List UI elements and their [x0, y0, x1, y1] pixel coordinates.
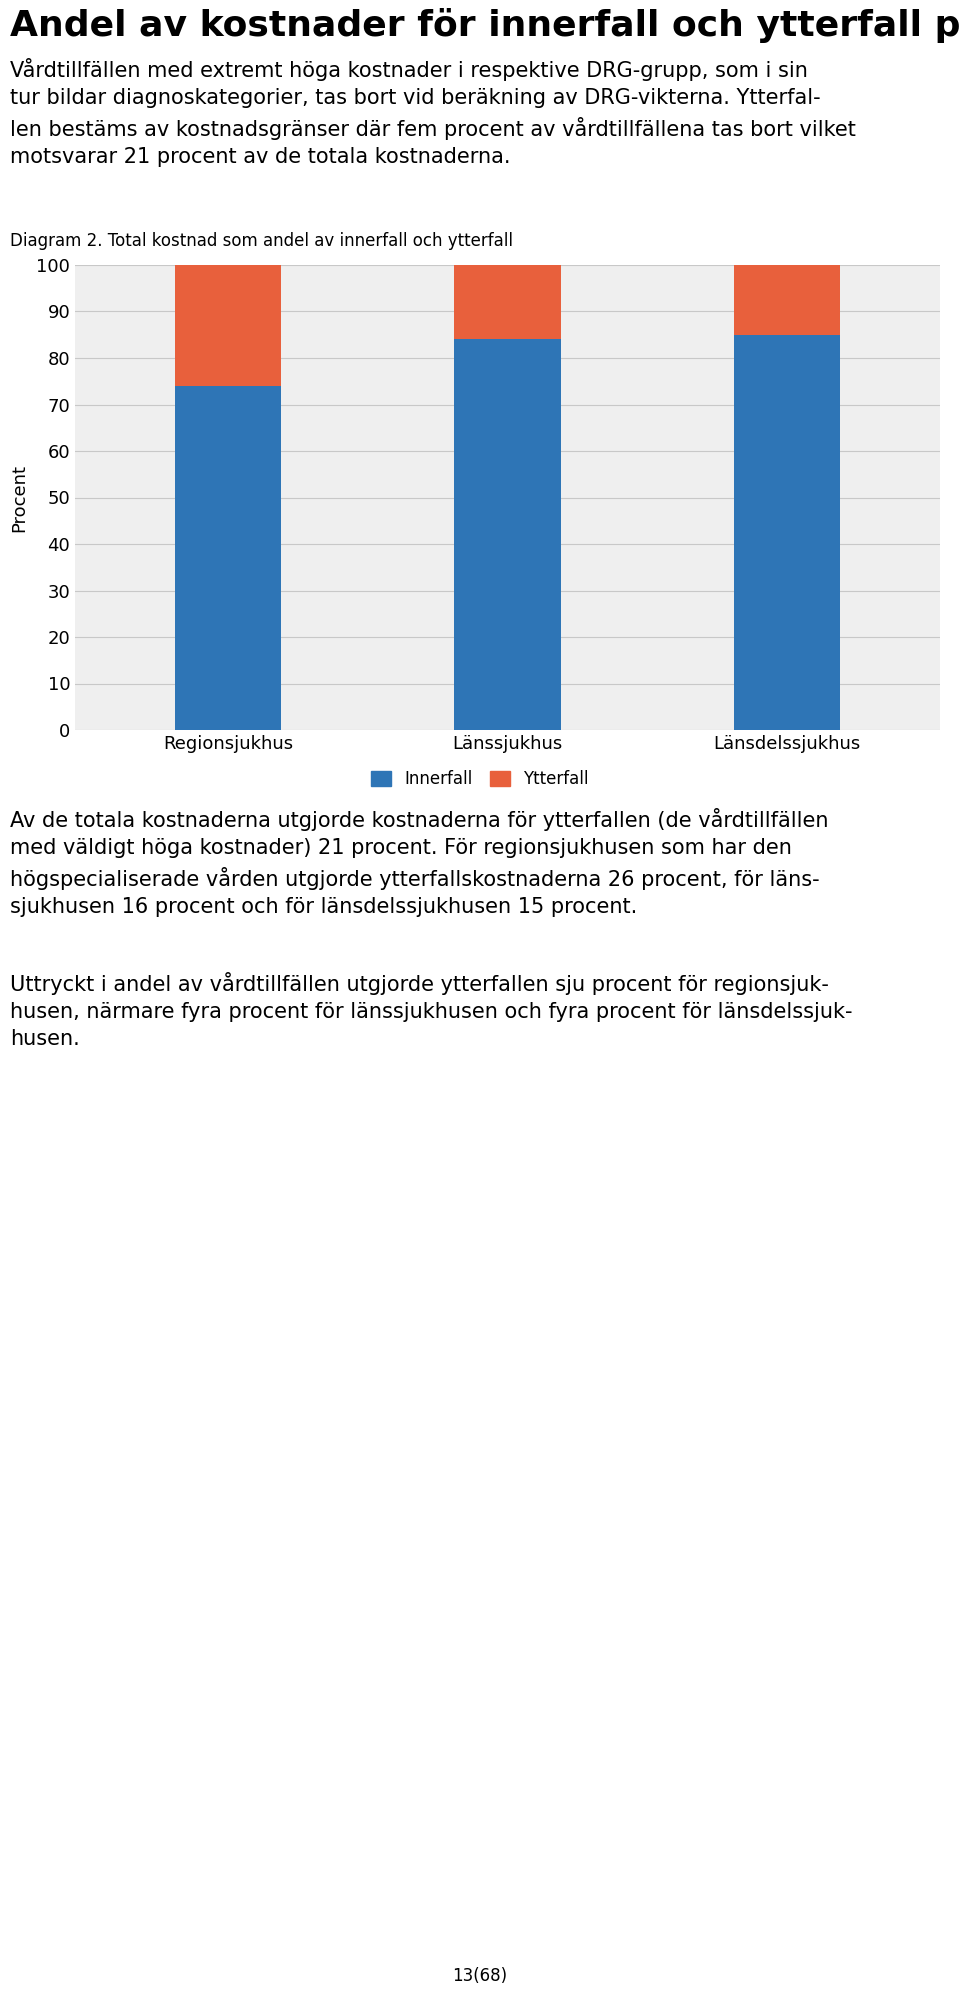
Bar: [454, 339, 561, 729]
Text: Av de totala kostnaderna utgjorde kostnaderna för ytterfallen (de vårdtillfällen: Av de totala kostnaderna utgjorde kostna…: [10, 807, 828, 917]
Bar: [176, 264, 281, 387]
Bar: [454, 264, 561, 339]
Text: Diagram 2. Total kostnad som andel av innerfall och ytterfall: Diagram 2. Total kostnad som andel av in…: [10, 232, 513, 250]
Y-axis label: Procent: Procent: [10, 463, 28, 531]
Bar: [176, 387, 281, 729]
Text: Uttryckt i andel av vårdtillfällen utgjorde ytterfallen sju procent för regionsj: Uttryckt i andel av vårdtillfällen utgjo…: [10, 971, 852, 1050]
Bar: [733, 335, 840, 729]
Legend: Innerfall, Ytterfall: Innerfall, Ytterfall: [372, 771, 588, 789]
Text: Vårdtillfällen med extremt höga kostnader i respektive DRG-grupp, som i sin
tur : Vårdtillfällen med extremt höga kostnade…: [10, 58, 856, 166]
Text: Andel av kostnader för innerfall och ytterfall per sjukhusgrupp: Andel av kostnader för innerfall och ytt…: [10, 8, 960, 42]
Bar: [733, 264, 840, 335]
Text: 13(68): 13(68): [452, 1967, 508, 1985]
